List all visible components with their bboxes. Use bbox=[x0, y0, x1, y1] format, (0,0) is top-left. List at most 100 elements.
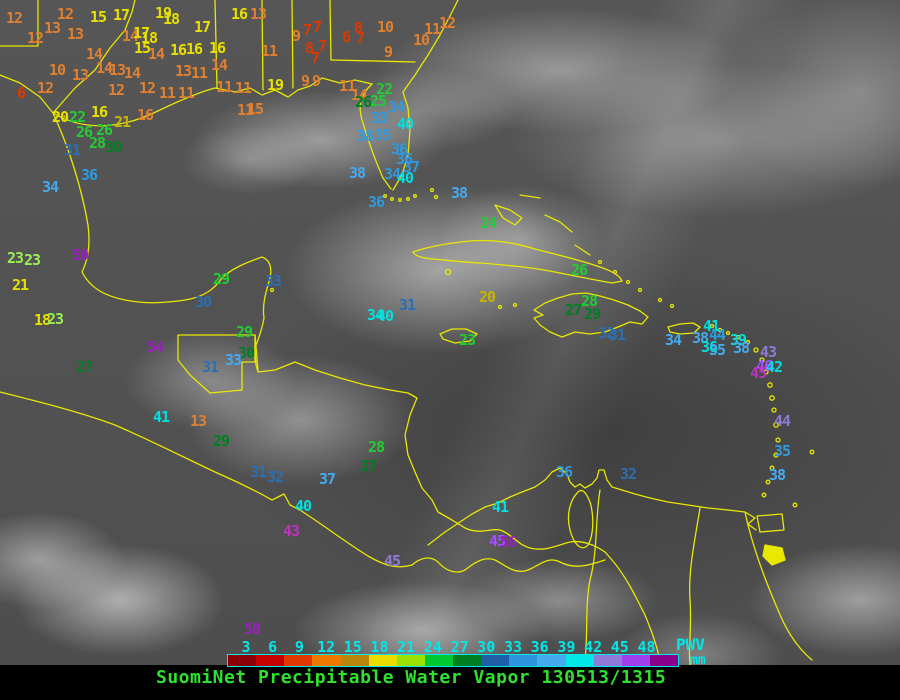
colorbar-tick: 30 bbox=[477, 638, 496, 656]
station-pwv-value: 12 bbox=[439, 14, 456, 32]
station-pwv-value: 35 bbox=[774, 442, 791, 460]
station-pwv-value: 30 bbox=[105, 138, 122, 156]
station-pwv-value: 13 bbox=[72, 66, 89, 84]
station-pwv-value: 43 bbox=[283, 522, 300, 540]
colorbar-segment bbox=[593, 655, 622, 666]
station-pwv-value: 8 bbox=[305, 39, 314, 57]
station-pwv-value: 30 bbox=[195, 293, 212, 311]
station-pwv-value: 11 bbox=[261, 42, 278, 60]
colorbar-tick: 15 bbox=[343, 638, 362, 656]
station-pwv-value: 36 bbox=[556, 463, 573, 481]
station-pwv-value: 26 bbox=[571, 261, 588, 279]
station-pwv-value: 13 bbox=[175, 62, 192, 80]
station-pwv-value: 31 bbox=[399, 296, 416, 314]
station-pwv-value: 7 bbox=[311, 49, 320, 67]
colorbar-tick: 24 bbox=[423, 638, 442, 656]
station-pwv-value: 45 bbox=[750, 364, 767, 382]
colorbar-segment bbox=[649, 655, 678, 666]
station-pwv-value: 10 bbox=[377, 18, 394, 36]
colorbar-segment bbox=[256, 655, 285, 666]
station-pwv-value: 42 bbox=[766, 358, 783, 376]
station-pwv-value: 34 bbox=[384, 165, 401, 183]
station-pwv-value: 13 bbox=[44, 19, 61, 37]
station-pwv-value: 11 bbox=[191, 64, 208, 82]
colorbar-tick: 3 bbox=[241, 638, 251, 656]
colorbar-segment bbox=[312, 655, 341, 666]
station-pwv-value: 44 bbox=[774, 412, 791, 430]
station-pwv-value: 40 bbox=[295, 497, 312, 515]
station-pwv-value: 23 bbox=[24, 251, 41, 269]
station-pwv-value: 12 bbox=[139, 79, 156, 97]
station-pwv-value: 36 bbox=[701, 338, 718, 356]
station-pwv-value: 38 bbox=[692, 329, 709, 347]
station-pwv-value: 16 bbox=[91, 103, 108, 121]
colorbar-tick: 27 bbox=[450, 638, 469, 656]
station-pwv-value: 40 bbox=[397, 115, 414, 133]
station-pwv-value: 34 bbox=[665, 331, 682, 349]
station-pwv-value: 26 bbox=[76, 123, 93, 141]
station-pwv-value: 15 bbox=[247, 100, 264, 118]
station-pwv-value: 40 bbox=[397, 169, 414, 187]
colorbar-unit-label: PWV bbox=[676, 635, 705, 654]
station-pwv-value: 14 bbox=[96, 59, 113, 77]
colorbar-segment bbox=[340, 655, 369, 666]
colorbar-segment bbox=[453, 655, 482, 666]
colorbar-segment bbox=[228, 655, 257, 666]
station-pwv-value: 27 bbox=[565, 301, 582, 319]
station-pwv-value: 7 bbox=[318, 37, 327, 55]
station-pwv-value: 29 bbox=[213, 432, 230, 450]
station-pwv-value: 44 bbox=[709, 326, 726, 344]
station-pwv-value: 36 bbox=[391, 140, 408, 158]
station-pwv-value: 38 bbox=[451, 184, 468, 202]
station-pwv-value: 41 bbox=[703, 317, 720, 335]
station-pwv-value: 16 bbox=[186, 40, 203, 58]
station-pwv-value: 11 bbox=[216, 78, 233, 96]
station-pwv-value: 13 bbox=[190, 412, 207, 430]
colorbar-tick: 21 bbox=[397, 638, 416, 656]
station-pwv-value: 35 bbox=[709, 341, 726, 359]
colorbar-segment bbox=[368, 655, 397, 666]
station-pwv-value: 40 bbox=[377, 307, 394, 325]
station-pwv-value: 16 bbox=[170, 41, 187, 59]
station-pwv-value: 13 bbox=[250, 5, 267, 23]
station-pwv-value: 6 bbox=[342, 28, 351, 46]
station-pwv-value: 34 bbox=[367, 306, 384, 324]
colorbar-tick: 48 bbox=[637, 638, 656, 656]
colorbar-segment bbox=[565, 655, 594, 666]
colorbar-tick: 9 bbox=[294, 638, 304, 656]
station-pwv-value: 39 bbox=[730, 331, 747, 349]
station-pwv-value: 22 bbox=[69, 108, 86, 126]
colorbar-tick: 33 bbox=[503, 638, 523, 656]
station-pwv-value: 31 bbox=[250, 463, 267, 481]
station-pwv-value: 36 bbox=[396, 150, 413, 168]
station-pwv-value: 21 bbox=[114, 113, 131, 131]
station-pwv-value: 16 bbox=[137, 106, 154, 124]
station-pwv-value: 14 bbox=[122, 27, 139, 45]
station-pwv-value: 6 bbox=[17, 84, 26, 102]
colorbar-segment bbox=[481, 655, 510, 666]
station-pwv-value: 14 bbox=[124, 64, 141, 82]
station-pwv-value: 26 bbox=[355, 93, 372, 111]
station-pwv-value: 38 bbox=[733, 339, 750, 357]
colorbar-tick: 39 bbox=[557, 638, 576, 656]
station-pwv-value: 17 bbox=[113, 6, 130, 24]
station-pwv-value: 38 bbox=[357, 127, 374, 145]
station-pwv-value: 26 bbox=[96, 121, 113, 139]
station-pwv-value: 19 bbox=[267, 76, 284, 94]
station-pwv-value: 13 bbox=[67, 25, 84, 43]
station-pwv-value: 15 bbox=[134, 39, 151, 57]
station-pwv-value: 12 bbox=[108, 81, 125, 99]
station-pwv-value: 12 bbox=[27, 29, 44, 47]
colorbar-tick: 6 bbox=[268, 638, 278, 656]
station-pwv-value: 45 bbox=[384, 552, 401, 570]
colorbar-segment bbox=[537, 655, 566, 666]
station-pwv-value: 21 bbox=[12, 276, 29, 294]
station-pwv-value: 45 bbox=[489, 532, 506, 550]
station-pwv-value: 38 bbox=[349, 164, 366, 182]
station-pwv-value: 11 bbox=[237, 101, 254, 119]
station-pwv-value: 29 bbox=[584, 305, 601, 323]
station-pwv-value: 19 bbox=[155, 4, 172, 22]
station-pwv-value: 34 bbox=[388, 98, 405, 116]
colorbar-tick: 36 bbox=[530, 638, 549, 656]
